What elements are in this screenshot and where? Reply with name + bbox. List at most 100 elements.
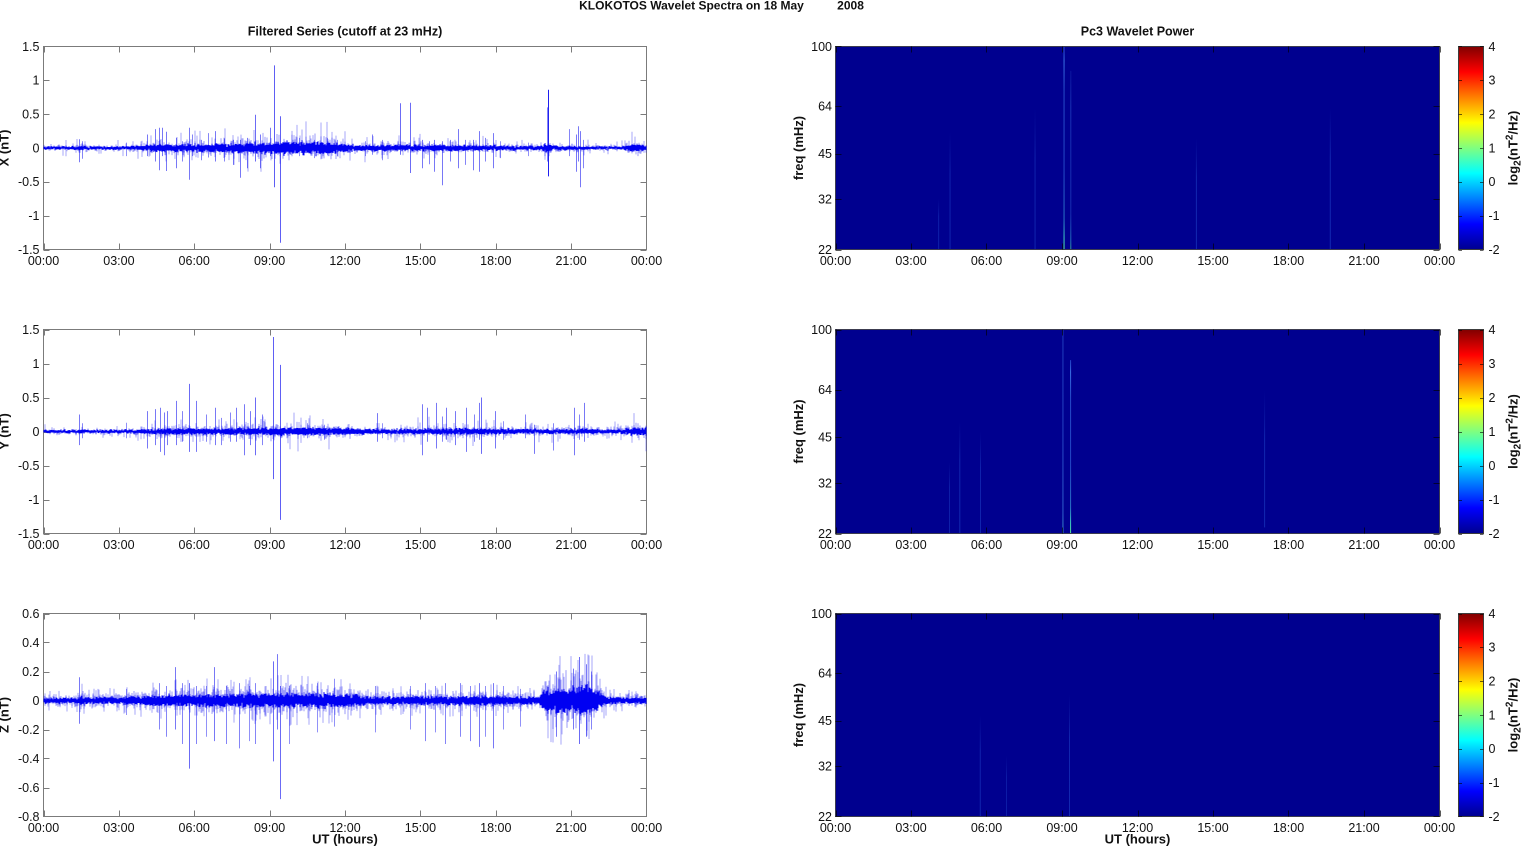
svg-text:03:00: 03:00 bbox=[103, 538, 134, 552]
svg-text:12:00: 12:00 bbox=[329, 821, 360, 835]
svg-text:log2(nT2/Hz): log2(nT2/Hz) bbox=[1505, 394, 1524, 469]
svg-text:09:00: 09:00 bbox=[1046, 538, 1077, 552]
svg-text:UT (hours): UT (hours) bbox=[312, 832, 378, 847]
svg-text:-1: -1 bbox=[1489, 776, 1500, 790]
svg-text:Y (nT): Y (nT) bbox=[0, 413, 12, 450]
svg-text:32: 32 bbox=[818, 193, 832, 207]
svg-text:1: 1 bbox=[1489, 708, 1496, 722]
svg-text:06:00: 06:00 bbox=[971, 254, 1002, 268]
svg-text:32: 32 bbox=[818, 476, 832, 490]
svg-text:03:00: 03:00 bbox=[895, 821, 926, 835]
svg-text:X (nT): X (nT) bbox=[0, 130, 12, 167]
svg-text:00:00: 00:00 bbox=[1424, 538, 1455, 552]
svg-text:64: 64 bbox=[818, 100, 832, 114]
svg-text:45: 45 bbox=[818, 147, 832, 161]
svg-text:0: 0 bbox=[33, 141, 40, 155]
svg-text:-0.4: -0.4 bbox=[18, 752, 40, 766]
svg-text:KLOKOTOS Wavelet Spectra on 18: KLOKOTOS Wavelet Spectra on 18 May 2008 bbox=[579, 0, 864, 13]
svg-text:-0.8: -0.8 bbox=[18, 810, 40, 824]
svg-text:UT (hours): UT (hours) bbox=[1105, 832, 1171, 847]
svg-text:00:00: 00:00 bbox=[820, 254, 851, 268]
svg-text:18:00: 18:00 bbox=[480, 821, 511, 835]
svg-text:-0.6: -0.6 bbox=[18, 781, 40, 795]
svg-text:freq (mHz): freq (mHz) bbox=[791, 116, 806, 180]
svg-text:21:00: 21:00 bbox=[1348, 254, 1379, 268]
svg-text:18:00: 18:00 bbox=[480, 254, 511, 268]
svg-text:00:00: 00:00 bbox=[1424, 821, 1455, 835]
svg-text:Filtered Series (cutoff at 23: Filtered Series (cutoff at 23 mHz) bbox=[248, 25, 443, 39]
svg-text:15:00: 15:00 bbox=[1197, 821, 1228, 835]
svg-text:09:00: 09:00 bbox=[1046, 821, 1077, 835]
svg-text:2: 2 bbox=[1489, 675, 1496, 689]
svg-text:03:00: 03:00 bbox=[895, 538, 926, 552]
svg-text:12:00: 12:00 bbox=[1122, 538, 1153, 552]
svg-text:Z (nT): Z (nT) bbox=[0, 697, 12, 733]
svg-text:-2: -2 bbox=[1489, 527, 1500, 541]
svg-text:1: 1 bbox=[1489, 141, 1496, 155]
svg-text:06:00: 06:00 bbox=[179, 821, 210, 835]
svg-text:45: 45 bbox=[818, 430, 832, 444]
svg-text:Pc3 Wavelet Power: Pc3 Wavelet Power bbox=[1081, 25, 1195, 39]
svg-text:1: 1 bbox=[33, 74, 40, 88]
svg-text:15:00: 15:00 bbox=[1197, 538, 1228, 552]
svg-text:100: 100 bbox=[811, 323, 832, 337]
svg-text:2: 2 bbox=[1489, 391, 1496, 405]
svg-text:21:00: 21:00 bbox=[555, 538, 586, 552]
svg-text:-2: -2 bbox=[1489, 243, 1500, 257]
svg-text:09:00: 09:00 bbox=[1046, 254, 1077, 268]
svg-text:12:00: 12:00 bbox=[329, 254, 360, 268]
svg-text:64: 64 bbox=[818, 667, 832, 681]
svg-text:00:00: 00:00 bbox=[631, 538, 662, 552]
svg-text:21:00: 21:00 bbox=[1348, 538, 1379, 552]
svg-text:100: 100 bbox=[811, 40, 832, 54]
svg-text:1: 1 bbox=[1489, 425, 1496, 439]
svg-text:00:00: 00:00 bbox=[28, 254, 59, 268]
svg-text:0: 0 bbox=[1489, 175, 1496, 189]
svg-text:freq (mHz): freq (mHz) bbox=[791, 399, 806, 463]
svg-text:21:00: 21:00 bbox=[1348, 821, 1379, 835]
svg-text:log2(nT2/Hz): log2(nT2/Hz) bbox=[1505, 678, 1524, 753]
svg-text:4: 4 bbox=[1489, 323, 1496, 337]
svg-text:1: 1 bbox=[33, 357, 40, 371]
svg-text:18:00: 18:00 bbox=[1273, 821, 1304, 835]
svg-text:12:00: 12:00 bbox=[1122, 254, 1153, 268]
svg-text:log2(nT2/Hz): log2(nT2/Hz) bbox=[1505, 111, 1524, 186]
svg-text:0: 0 bbox=[33, 694, 40, 708]
svg-text:00:00: 00:00 bbox=[28, 538, 59, 552]
svg-text:15:00: 15:00 bbox=[405, 538, 436, 552]
svg-text:00:00: 00:00 bbox=[631, 254, 662, 268]
svg-text:00:00: 00:00 bbox=[820, 821, 851, 835]
svg-text:freq (mHz): freq (mHz) bbox=[791, 683, 806, 747]
svg-text:15:00: 15:00 bbox=[405, 254, 436, 268]
svg-text:0.6: 0.6 bbox=[22, 607, 39, 621]
svg-text:-1.5: -1.5 bbox=[18, 527, 40, 541]
svg-text:45: 45 bbox=[818, 714, 832, 728]
svg-text:22: 22 bbox=[818, 527, 832, 541]
svg-text:18:00: 18:00 bbox=[1273, 254, 1304, 268]
svg-text:09:00: 09:00 bbox=[254, 821, 285, 835]
svg-text:-1.5: -1.5 bbox=[18, 243, 40, 257]
svg-text:-0.2: -0.2 bbox=[18, 723, 40, 737]
svg-text:18:00: 18:00 bbox=[480, 538, 511, 552]
svg-text:06:00: 06:00 bbox=[971, 821, 1002, 835]
svg-text:32: 32 bbox=[818, 760, 832, 774]
svg-text:0: 0 bbox=[33, 425, 40, 439]
svg-text:0: 0 bbox=[1489, 459, 1496, 473]
svg-text:2: 2 bbox=[1489, 108, 1496, 122]
svg-text:00:00: 00:00 bbox=[631, 821, 662, 835]
svg-text:00:00: 00:00 bbox=[1424, 254, 1455, 268]
svg-text:12:00: 12:00 bbox=[1122, 821, 1153, 835]
svg-text:-1: -1 bbox=[1489, 493, 1500, 507]
svg-text:1.5: 1.5 bbox=[22, 40, 39, 54]
svg-text:0.5: 0.5 bbox=[22, 108, 39, 122]
svg-text:-0.5: -0.5 bbox=[18, 175, 40, 189]
svg-text:-1: -1 bbox=[1489, 209, 1500, 223]
svg-text:-0.5: -0.5 bbox=[18, 459, 40, 473]
svg-text:4: 4 bbox=[1489, 607, 1496, 621]
svg-text:21:00: 21:00 bbox=[555, 821, 586, 835]
svg-text:03:00: 03:00 bbox=[103, 821, 134, 835]
svg-text:22: 22 bbox=[818, 243, 832, 257]
svg-text:09:00: 09:00 bbox=[254, 254, 285, 268]
svg-text:0.2: 0.2 bbox=[22, 665, 39, 679]
svg-text:00:00: 00:00 bbox=[28, 821, 59, 835]
